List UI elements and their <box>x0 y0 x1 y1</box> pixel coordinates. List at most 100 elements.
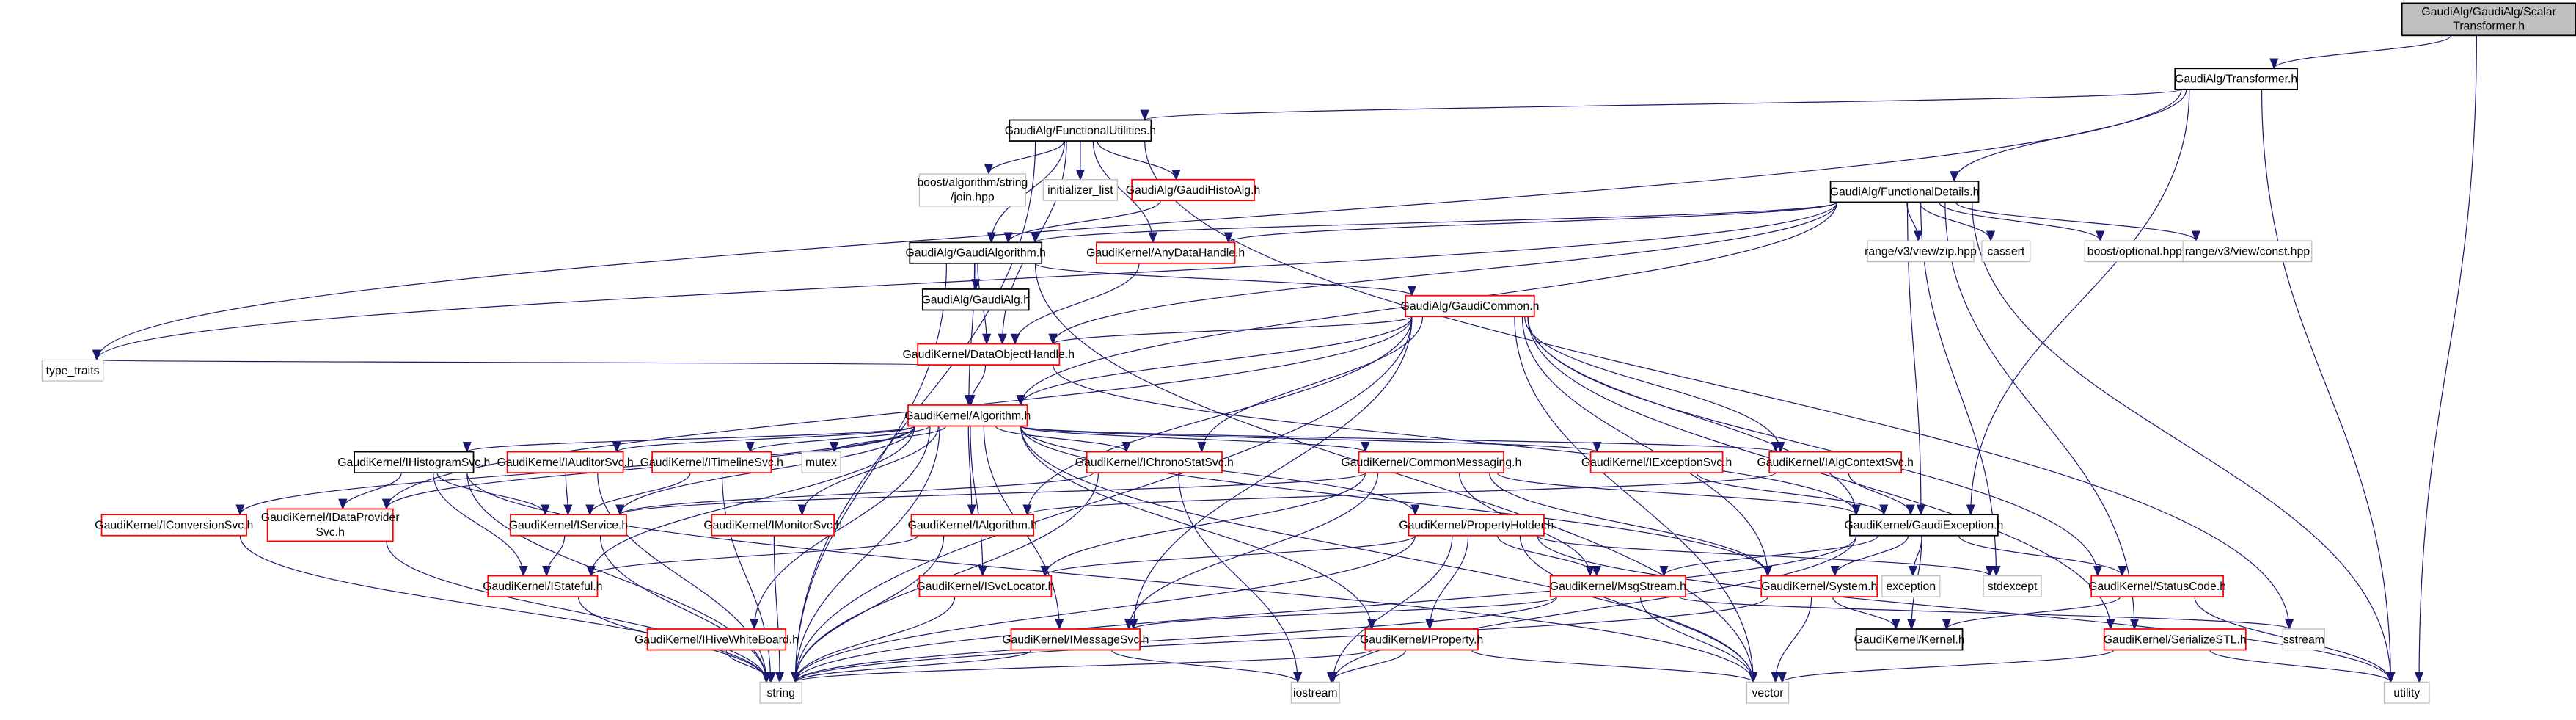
edge-iproperty-to-vector <box>1471 649 1758 683</box>
node-string[interactable]: string <box>759 681 802 704</box>
node-gaudialgorithm[interactable]: GaudiAlg/GaudiAlgorithm.h <box>906 241 1046 264</box>
edge-iservice-to-istateful <box>542 535 566 578</box>
node-system[interactable]: GaudiKernel/System.h <box>1760 575 1878 597</box>
node-imsgsvc[interactable]: GaudiKernel/IMessageSvc.h <box>1002 628 1149 651</box>
node-serialize[interactable]: GaudiKernel/SerializeSTL.h <box>2104 628 2247 651</box>
edge-algorithm-to-ihive <box>750 426 931 630</box>
node-histoalg[interactable]: GaudiAlg/GaudiHistoAlg.h <box>1126 178 1261 202</box>
edge-ialgorithm-to-istateful <box>586 535 918 578</box>
edge-gaudicommon-to-string <box>791 316 1413 683</box>
edge-algorithm-to-iexception <box>1020 425 1601 454</box>
node-dataobj[interactable]: GaudiKernel/DataObjectHandle.h <box>903 343 1075 366</box>
node-gaudicommon[interactable]: GaudiAlg/GaudiCommon.h <box>1401 294 1540 318</box>
node-sstream[interactable]: sstream <box>2282 628 2326 651</box>
edge-transformer-to-gaudiexc <box>1966 89 2190 516</box>
edge-propholder-to-iostream <box>1328 535 1453 683</box>
edge-gaudicommon-to-vector <box>1514 316 1758 683</box>
node-imonitor[interactable]: GaudiKernel/IMonitorSvc.h <box>703 514 842 537</box>
node-label: GaudiAlg/GaudiHistoAlg.h <box>1126 184 1261 197</box>
node-iconversion[interactable]: GaudiKernel/IConversionSvc.h <box>95 514 253 537</box>
edge-algorithm-to-ihisto <box>463 425 915 454</box>
node-commonmsg[interactable]: GaudiKernel/CommonMessaging.h <box>1341 451 1521 474</box>
node-label: GaudiKernel/IMessageSvc.h <box>1002 633 1149 646</box>
node-kernel[interactable]: GaudiKernel/Kernel.h <box>1854 628 1965 651</box>
node-stdexcept[interactable]: stdexcept <box>1983 575 2042 597</box>
node-vector[interactable]: vector <box>1746 681 1790 704</box>
node-box <box>910 514 1035 537</box>
edge-msgstream-to-vector <box>1639 597 1758 683</box>
node-box <box>1408 514 1545 537</box>
node-funcdetails[interactable]: GaudiAlg/FunctionalDetails.h <box>1830 181 1980 203</box>
edge-algorithm-to-istateful <box>586 426 915 578</box>
edge-funcutil-to-histoalg <box>1097 140 1181 181</box>
node-iauditor[interactable]: GaudiKernel/IAuditorSvc.h <box>497 451 634 474</box>
node-label: GaudiKernel/MsgStream.h <box>1550 581 1686 593</box>
node-ihisto[interactable]: GaudiKernel/IHistogramSvc.h <box>337 451 490 474</box>
node-initlist[interactable]: initializer_list <box>1042 179 1119 201</box>
node-statuscode[interactable]: GaudiKernel/StatusCode.h <box>2088 575 2226 597</box>
edge-ihisto-to-idataprov <box>338 473 402 511</box>
node-ialgctx[interactable]: GaudiKernel/IAlgContextSvc.h <box>1757 451 1914 474</box>
node-label: GaudiKernel/CommonMessaging.h <box>1341 457 1521 469</box>
node-iproperty[interactable]: GaudiKernel/IProperty.h <box>1360 628 1483 651</box>
node-propholder[interactable]: GaudiKernel/PropertyHolder.h <box>1399 514 1554 537</box>
node-msgstream[interactable]: GaudiKernel/MsgStream.h <box>1550 575 1686 597</box>
node-iexception[interactable]: GaudiKernel/IExceptionSvc.h <box>1581 451 1732 474</box>
node-ichrono[interactable]: GaudiKernel/IChronoStatSvc.h <box>1075 451 1234 474</box>
node-label: GaudiKernel/IService.h <box>509 520 628 532</box>
node-ialgorithm[interactable]: GaudiKernel/IAlgorithm.h <box>908 514 1038 537</box>
node-label: GaudiKernel/IAuditorSvc.h <box>497 457 634 469</box>
node-label: GaudiAlg/GaudiCommon.h <box>1401 300 1540 313</box>
node-label: GaudiKernel/StatusCode.h <box>2088 581 2226 593</box>
node-exception[interactable]: exception <box>1881 575 1941 597</box>
node-label: GaudiAlg/GaudiAlg/Scalar <box>2421 6 2556 18</box>
node-gaudialg[interactable]: GaudiAlg/GaudiAlg.h <box>921 288 1030 311</box>
node-iostream[interactable]: iostream <box>1290 681 1340 704</box>
node-zip[interactable]: range/v3/view/zip.hpp <box>1865 240 1977 263</box>
node-cassert[interactable]: cassert <box>1981 240 2031 263</box>
node-transformer[interactable]: GaudiAlg/Transformer.h <box>2174 68 2298 90</box>
nodes-layer: GaudiAlg/GaudiAlg/ScalarTransformer.hGau… <box>41 2 2576 704</box>
node-label: string <box>766 687 795 699</box>
node-box <box>917 343 1061 366</box>
node-utility[interactable]: utility <box>2383 681 2430 704</box>
edge-funcdetails-to-dataobj <box>1048 202 1837 346</box>
edge-transformer-to-funcutil <box>1141 89 2182 122</box>
node-gaudiexc[interactable]: GaudiKernel/GaudiException.h <box>1844 514 2003 537</box>
edge-dataobj-to-typetraits <box>96 359 925 371</box>
node-scalar[interactable]: GaudiAlg/GaudiAlg/Scalar Transformer.h <box>2401 2 2576 37</box>
node-boostjoin[interactable]: boost/algorithm/string/join.hpp <box>917 173 1028 207</box>
node-mutex[interactable]: mutex <box>801 451 841 473</box>
node-box <box>1095 241 1236 264</box>
node-funcutil[interactable]: GaudiAlg/FunctionalUtilities.h <box>1005 119 1156 142</box>
node-const[interactable]: range/v3/view/const.hpp <box>2182 240 2313 263</box>
node-label: GaudiKernel/IMonitorSvc.h <box>703 520 842 532</box>
edge-funcdetails-to-const <box>1955 202 2200 242</box>
node-box <box>354 451 475 474</box>
node-box <box>1405 294 1535 318</box>
node-optional[interactable]: boost/optional.hpp <box>2084 240 2186 263</box>
node-box <box>909 241 1043 264</box>
node-box <box>1829 181 1980 203</box>
edge-ichrono-to-iostream <box>1178 473 1303 683</box>
node-idataprov[interactable]: GaudiKernel/IDataProvider Svc.h <box>261 508 400 542</box>
node-label: stdexcept <box>1988 581 2038 593</box>
node-label: range/v3/view/const.hpp <box>2185 246 2310 258</box>
node-box <box>2401 2 2576 37</box>
node-label: GaudiAlg/GaudiAlgorithm.h <box>906 247 1046 260</box>
node-algorithm[interactable]: GaudiKernel/Algorithm.h <box>904 404 1031 427</box>
edge-ialgctx-to-ialgorithm <box>1022 472 1777 516</box>
node-ihive[interactable]: GaudiKernel/IHiveWhiteBoard.h <box>634 628 799 651</box>
node-itimeline[interactable]: GaudiKernel/ITimelineSvc.h <box>640 451 783 474</box>
node-isvcloc[interactable]: GaudiKernel/ISvcLocator.h <box>916 575 1054 597</box>
node-label: GaudiKernel/Kernel.h <box>1854 633 1965 646</box>
node-box <box>1290 681 1340 704</box>
node-anydata[interactable]: GaudiKernel/AnyDataHandle.h <box>1086 241 1245 264</box>
node-istateful[interactable]: GaudiKernel/IStateful.h <box>483 575 603 597</box>
node-typetraits[interactable]: type_traits <box>41 359 104 382</box>
node-box <box>100 514 247 537</box>
node-box <box>1589 451 1724 474</box>
node-iservice[interactable]: GaudiKernel/IService.h <box>509 514 628 537</box>
node-box <box>1364 628 1479 651</box>
edge-propholder-to-isvcloc <box>1040 535 1416 578</box>
